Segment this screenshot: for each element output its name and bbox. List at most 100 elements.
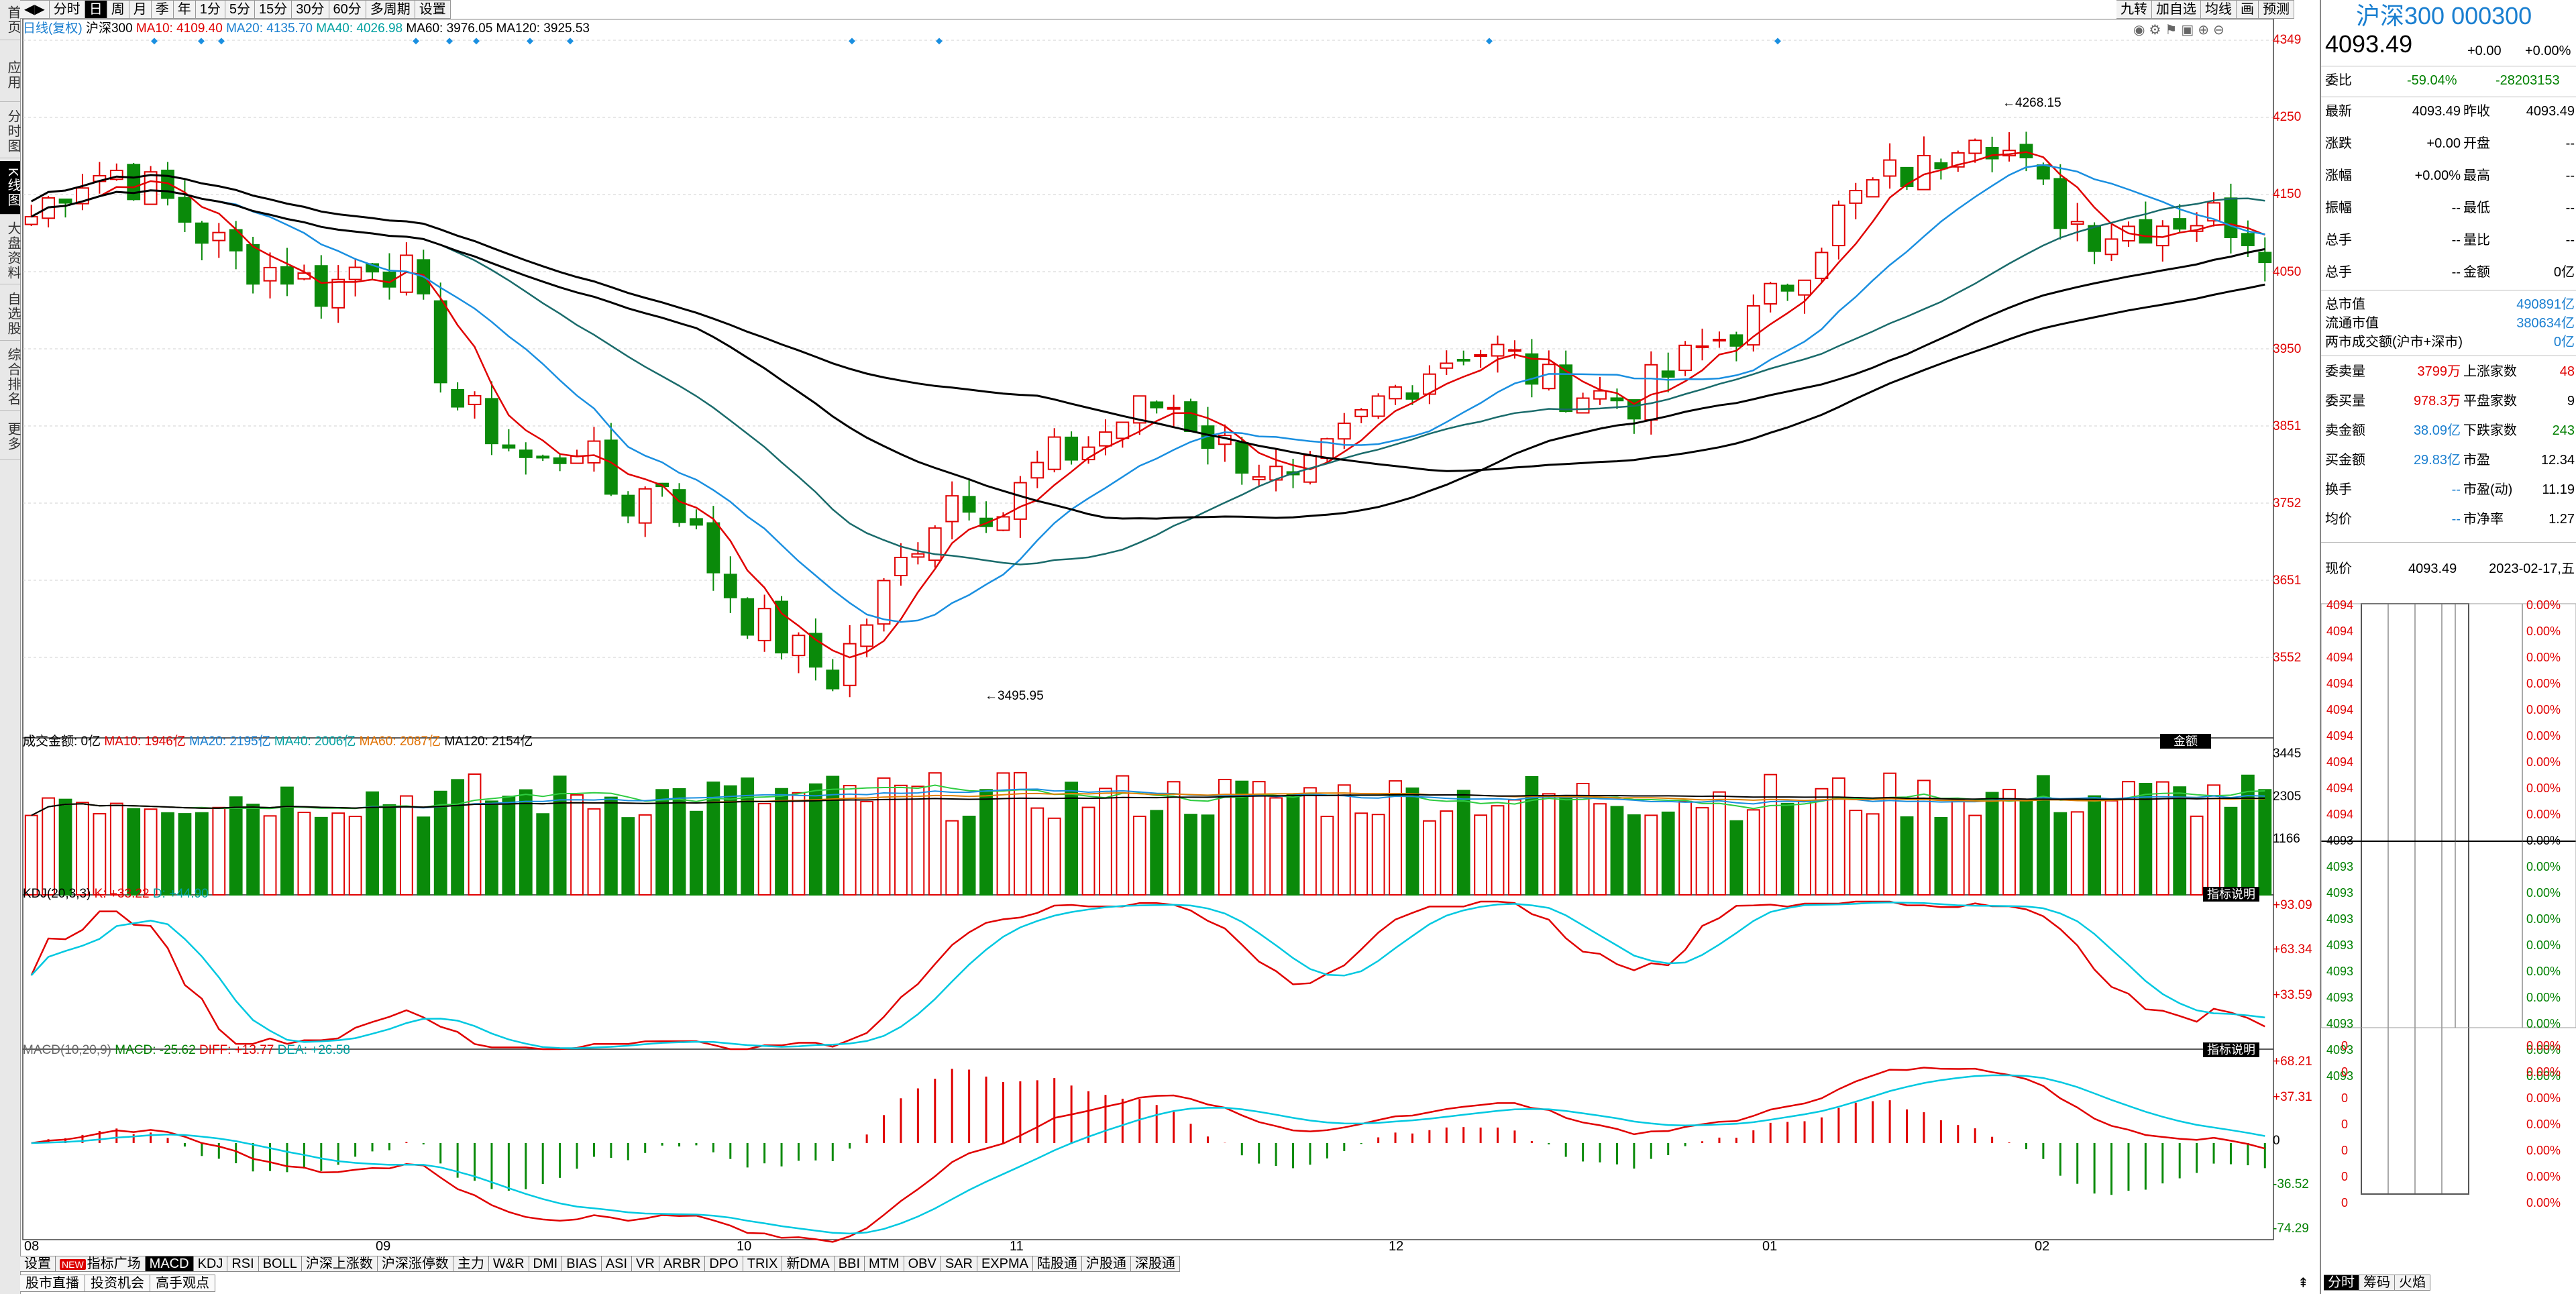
tab-bbi[interactable]: BBI (834, 1256, 865, 1272)
volume-bar (246, 804, 260, 896)
kline-chart-area[interactable] (20, 19, 2320, 1256)
tab-expma[interactable]: EXPMA (977, 1256, 1033, 1272)
tab-day[interactable]: 日 (85, 0, 107, 19)
tab-macd[interactable]: MACD (145, 1256, 194, 1272)
ladder-price: 4094 (2326, 781, 2354, 795)
tool-forecast[interactable]: 预测 (2259, 0, 2294, 19)
tab-kdj[interactable]: KDJ (193, 1256, 228, 1272)
sidebar-more[interactable]: 更多 (0, 413, 20, 460)
kdj-tick: +33.59 (2273, 988, 2312, 1002)
tool-ma[interactable]: 均线 (2201, 0, 2237, 19)
tab-trix[interactable]: TRIX (743, 1256, 783, 1272)
ltsz-label: 流通市值 (2325, 316, 2379, 331)
tab-limitup-count[interactable]: 沪深涨停数 (377, 1256, 453, 1272)
tab-wr[interactable]: W&R (488, 1256, 529, 1272)
link-opportunity[interactable]: 投资机会 (85, 1275, 150, 1292)
candle (1013, 482, 1027, 520)
tab-boll[interactable]: BOLL (258, 1256, 302, 1272)
volume-bar (263, 815, 277, 896)
candle (1065, 436, 1079, 461)
tab-obv[interactable]: OBV (904, 1256, 941, 1272)
ladder-pct: 0.00% (2526, 808, 2561, 821)
volume-bar (2207, 784, 2220, 896)
tab-up-count[interactable]: 沪深上涨数 (301, 1256, 378, 1272)
tab-30min[interactable]: 30分 (292, 0, 329, 19)
lock-icon[interactable]: ▣ (2181, 23, 2198, 38)
volume-amount-button[interactable]: 金额 (2160, 734, 2211, 749)
tab-huoyan[interactable]: 火焰 (2395, 1275, 2430, 1291)
candle (451, 388, 465, 408)
link-live[interactable]: 股市直播 (20, 1275, 85, 1292)
ladder-pct: 0.00% (2526, 781, 2561, 795)
sidebar-watchlist[interactable]: 自选股 (0, 287, 20, 341)
volume-bar (792, 792, 806, 896)
tab-arbr[interactable]: ARBR (659, 1256, 706, 1272)
tab-lugutong[interactable]: 陆股通 (1032, 1256, 1082, 1272)
tab-quarter[interactable]: 季 (151, 0, 174, 19)
tab-chouma[interactable]: 筹码 (2359, 1275, 2395, 1291)
tool-draw[interactable]: 画 (2237, 0, 2259, 19)
flag-icon[interactable]: ⚑ (2165, 23, 2182, 38)
sidebar-market-data[interactable]: 大盘资料 (0, 217, 20, 284)
volume-bar (1132, 815, 1146, 896)
volume-bar (1866, 813, 1880, 896)
macd-help-button[interactable]: 指标说明 (2203, 1042, 2259, 1057)
tab-1min[interactable]: 1分 (195, 0, 225, 19)
link-expert[interactable]: 高手观点 (150, 1275, 215, 1292)
tab-15min[interactable]: 15分 (255, 0, 292, 19)
tab-year[interactable]: 年 (173, 0, 196, 19)
kdj-help-button[interactable]: 指标说明 (2203, 887, 2259, 902)
tab-ind-settings[interactable]: 设置 (20, 1256, 56, 1272)
tab-newdma[interactable]: 新DMA (782, 1256, 835, 1272)
settings-icon[interactable]: ⚙ (2149, 23, 2165, 38)
tab-ind-square[interactable]: NEW 指标广场 (56, 1256, 146, 1272)
volume-bar (1661, 811, 1675, 896)
tab-shengutong[interactable]: 深股通 (1130, 1256, 1180, 1272)
scroll-top-icon[interactable]: ⇞ (2298, 1276, 2309, 1291)
tab-sar[interactable]: SAR (941, 1256, 977, 1272)
candle (1167, 407, 1181, 410)
tab-5min[interactable]: 5分 (225, 0, 256, 19)
tab-60min[interactable]: 60分 (329, 0, 366, 19)
zoom-out-icon[interactable]: ⊖ (2213, 23, 2229, 38)
volume-bar (1542, 793, 1556, 896)
tab-dmi[interactable]: DMI (529, 1256, 563, 1272)
sidebar-ranking[interactable]: 综合排名 (0, 343, 20, 411)
tab-bias[interactable]: BIAS (562, 1256, 602, 1272)
volume-bar (962, 815, 976, 896)
zoom-in-icon[interactable]: ⊕ (2198, 23, 2213, 38)
candle (928, 527, 942, 561)
price-tick: 4349 (2273, 33, 2302, 47)
tab-vr[interactable]: VR (632, 1256, 659, 1272)
m-value: 978.3万 (2413, 394, 2461, 409)
sidebar-kline[interactable]: K线图 (0, 161, 20, 215)
tab-hugutong[interactable]: 沪股通 (1081, 1256, 1131, 1272)
tab-fenshi[interactable]: 分时 (2324, 1275, 2359, 1291)
ladder-pct: 0.00% (2526, 1069, 2561, 1083)
tab-month[interactable]: 月 (129, 0, 152, 19)
tab-dpo[interactable]: DPO (705, 1256, 743, 1272)
tool-add-watch[interactable]: 加自选 (2152, 0, 2201, 19)
tool-jiuzhuan[interactable]: 九转 (2116, 0, 2152, 19)
volume-bar (1610, 806, 1624, 896)
tab-arrow[interactable]: ◀▶ (20, 0, 50, 19)
candle (894, 557, 908, 576)
tab-timeshare[interactable]: 分时 (49, 0, 85, 19)
tab-main-force[interactable]: 主力 (453, 1256, 489, 1272)
eye-icon[interactable]: ◉ (2133, 23, 2149, 38)
m-value: 1.27 (2548, 512, 2575, 527)
price-ladder-grid (2321, 603, 2576, 1195)
tab-settings[interactable]: 设置 (415, 0, 451, 19)
tab-rsi[interactable]: RSI (227, 1256, 259, 1272)
sidebar-apps[interactable]: 应用 (0, 48, 20, 102)
tab-asi[interactable]: ASI (601, 1256, 633, 1272)
candle (741, 598, 755, 636)
tab-week[interactable]: 周 (107, 0, 129, 19)
volume-bar (1047, 817, 1061, 896)
candle (1422, 373, 1436, 395)
legend-period[interactable]: 日线(复权) (23, 21, 83, 36)
sidebar-home[interactable]: 首页 (0, 0, 20, 40)
sidebar-timeshare[interactable]: 分时图 (0, 105, 20, 158)
tab-multi-period[interactable]: 多周期 (366, 0, 415, 19)
tab-mtm[interactable]: MTM (865, 1256, 904, 1272)
